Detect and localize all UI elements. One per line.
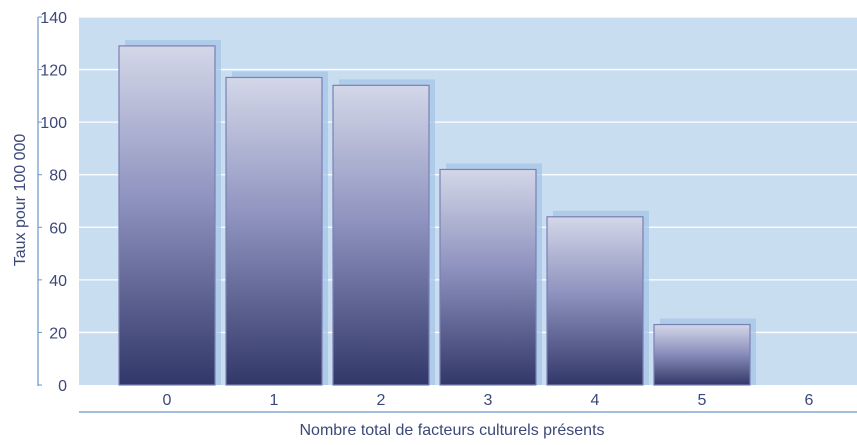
x-tick-label: 3 [484,392,493,409]
y-axis-label: Taux pour 100 000 [12,134,29,267]
bars [118,39,756,386]
x-tick-label: 1 [270,392,279,409]
y-tick-label: 0 [58,378,67,395]
bar-1 [225,76,323,386]
x-tick-label: 4 [591,392,600,409]
y-tick-label: 100 [40,115,67,132]
bar-3 [439,168,537,386]
x-tick-label: 5 [698,392,707,409]
y-tick-label: 80 [49,168,67,185]
bar-0 [118,45,216,386]
x-tick-labels: 0 1 2 3 4 5 6 [163,392,814,409]
y-tick-labels: 0 20 40 60 80 100 120 140 [38,10,67,395]
bar-5 [653,323,751,386]
y-tick-label: 140 [40,10,67,27]
y-tick-label: 20 [49,325,67,342]
y-tick-label: 40 [49,273,67,290]
x-axis-label: Nombre total de facteurs culturels prése… [299,422,604,439]
bar-4 [546,216,644,386]
x-tick-label: 0 [163,392,172,409]
x-tick-label: 6 [805,392,814,409]
bar-2 [332,84,430,386]
x-tick-label: 2 [377,392,386,409]
y-tick-label: 120 [40,63,67,80]
y-tick-label: 60 [49,220,67,237]
